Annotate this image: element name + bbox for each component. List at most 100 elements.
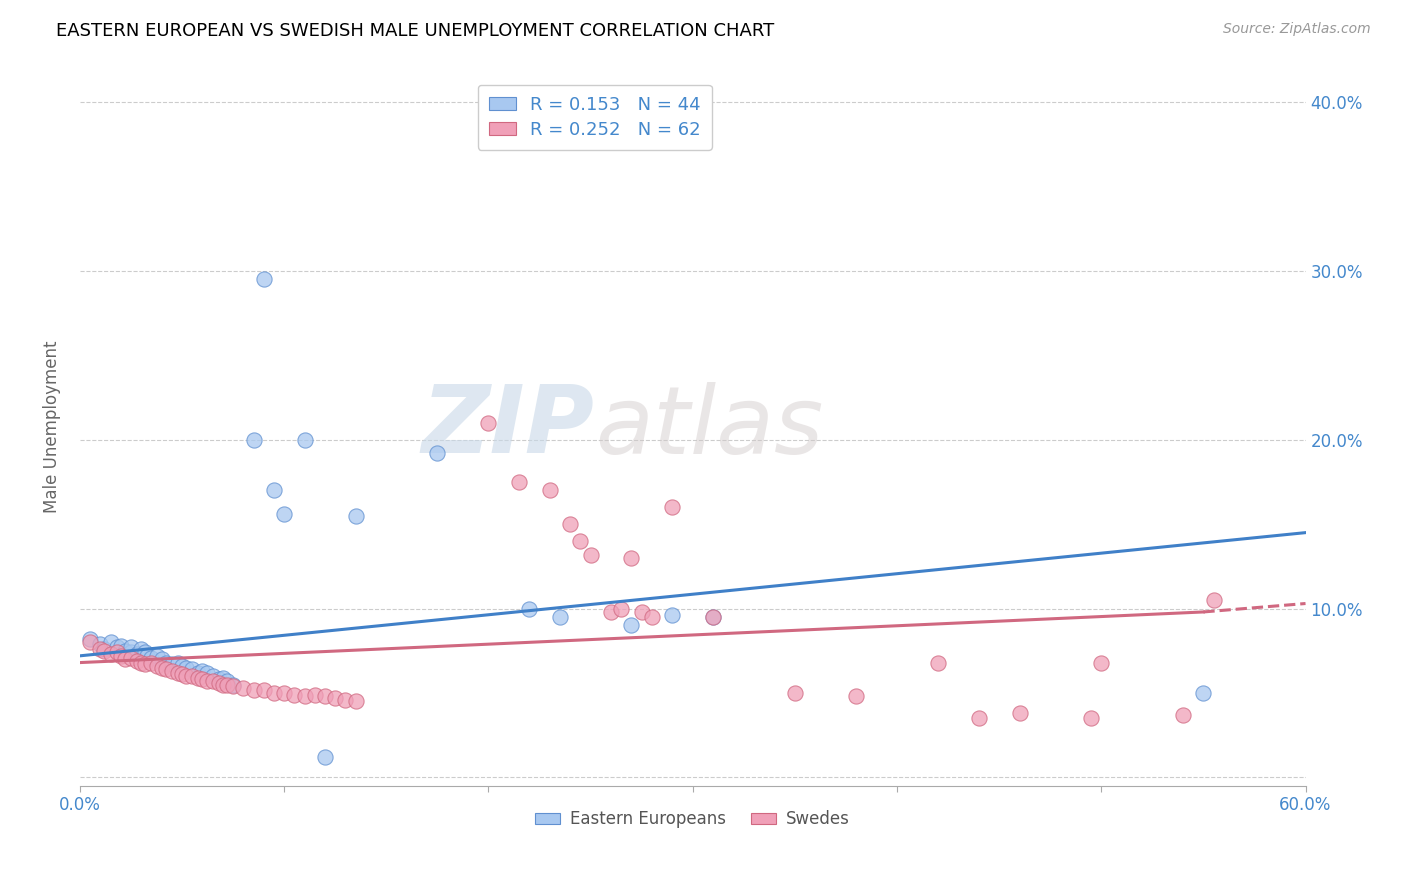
Point bbox=[181, 669, 204, 683]
Point bbox=[195, 674, 218, 689]
Point bbox=[212, 671, 235, 685]
Point bbox=[170, 659, 193, 673]
Point bbox=[253, 272, 276, 286]
Point bbox=[845, 690, 868, 704]
Point bbox=[146, 648, 169, 663]
Point bbox=[610, 601, 633, 615]
Point bbox=[232, 681, 254, 695]
Point bbox=[136, 648, 159, 663]
Legend: Eastern Europeans, Swedes: Eastern Europeans, Swedes bbox=[529, 804, 856, 835]
Point bbox=[569, 534, 592, 549]
Point bbox=[212, 677, 235, 691]
Point bbox=[702, 610, 724, 624]
Point bbox=[335, 692, 357, 706]
Point bbox=[141, 650, 163, 665]
Point bbox=[661, 608, 683, 623]
Point bbox=[100, 635, 122, 649]
Point bbox=[294, 690, 316, 704]
Point bbox=[283, 688, 305, 702]
Point bbox=[114, 652, 136, 666]
Point bbox=[702, 610, 724, 624]
Point bbox=[150, 652, 173, 666]
Text: ZIP: ZIP bbox=[422, 381, 595, 473]
Point bbox=[89, 637, 111, 651]
Point bbox=[579, 548, 602, 562]
Y-axis label: Male Unemployment: Male Unemployment bbox=[44, 341, 60, 514]
Point bbox=[160, 664, 183, 678]
Point bbox=[125, 654, 148, 668]
Point bbox=[273, 507, 295, 521]
Point bbox=[120, 650, 142, 665]
Point bbox=[517, 601, 540, 615]
Point bbox=[548, 610, 571, 624]
Point bbox=[273, 686, 295, 700]
Point bbox=[344, 694, 367, 708]
Point bbox=[323, 691, 346, 706]
Point bbox=[93, 644, 115, 658]
Point bbox=[155, 656, 177, 670]
Point bbox=[114, 644, 136, 658]
Point bbox=[160, 657, 183, 672]
Point bbox=[294, 433, 316, 447]
Point bbox=[927, 656, 949, 670]
Point bbox=[661, 500, 683, 515]
Point bbox=[538, 483, 561, 498]
Point bbox=[129, 642, 152, 657]
Point bbox=[79, 635, 101, 649]
Point bbox=[105, 645, 128, 659]
Point bbox=[134, 645, 156, 659]
Point bbox=[129, 656, 152, 670]
Point bbox=[215, 674, 238, 689]
Point bbox=[208, 676, 231, 690]
Point bbox=[89, 642, 111, 657]
Point bbox=[508, 475, 530, 489]
Point bbox=[222, 677, 245, 691]
Point bbox=[105, 640, 128, 655]
Text: EASTERN EUROPEAN VS SWEDISH MALE UNEMPLOYMENT CORRELATION CHART: EASTERN EUROPEAN VS SWEDISH MALE UNEMPLO… bbox=[56, 22, 775, 40]
Point bbox=[187, 671, 209, 685]
Point bbox=[167, 665, 190, 680]
Point bbox=[191, 673, 214, 687]
Point bbox=[201, 674, 224, 689]
Point bbox=[93, 642, 115, 657]
Point bbox=[620, 551, 643, 566]
Point bbox=[314, 690, 336, 704]
Point bbox=[208, 673, 231, 687]
Point bbox=[174, 660, 197, 674]
Point bbox=[195, 665, 218, 680]
Point bbox=[426, 446, 449, 460]
Point bbox=[146, 659, 169, 673]
Point bbox=[1090, 656, 1112, 670]
Point bbox=[181, 662, 204, 676]
Point bbox=[620, 618, 643, 632]
Point bbox=[120, 645, 142, 659]
Point bbox=[630, 605, 652, 619]
Point bbox=[253, 682, 276, 697]
Point bbox=[1008, 706, 1031, 721]
Text: Source: ZipAtlas.com: Source: ZipAtlas.com bbox=[1223, 22, 1371, 37]
Point bbox=[215, 677, 238, 691]
Point bbox=[783, 686, 806, 700]
Point bbox=[120, 640, 142, 655]
Point bbox=[100, 647, 122, 661]
Point bbox=[191, 664, 214, 678]
Point bbox=[1171, 707, 1194, 722]
Point bbox=[304, 688, 326, 702]
Point bbox=[125, 647, 148, 661]
Point bbox=[187, 665, 209, 680]
Point bbox=[558, 517, 581, 532]
Point bbox=[167, 656, 190, 670]
Point bbox=[344, 508, 367, 523]
Point bbox=[79, 632, 101, 646]
Point bbox=[141, 656, 163, 670]
Point bbox=[967, 711, 990, 725]
Point bbox=[1202, 593, 1225, 607]
Point bbox=[263, 483, 285, 498]
Point bbox=[170, 667, 193, 681]
Point bbox=[134, 657, 156, 672]
Point bbox=[263, 686, 285, 700]
Point bbox=[242, 433, 264, 447]
Text: atlas: atlas bbox=[595, 382, 823, 473]
Point bbox=[600, 605, 623, 619]
Point bbox=[641, 610, 664, 624]
